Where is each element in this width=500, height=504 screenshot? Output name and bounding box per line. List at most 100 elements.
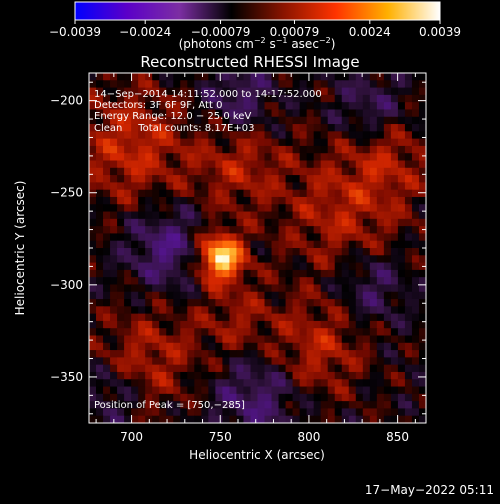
heatmap-cell <box>299 116 308 125</box>
heatmap-cell <box>341 364 350 373</box>
heatmap-cell <box>264 138 273 147</box>
heatmap-cell <box>236 401 245 410</box>
heatmap-cell <box>152 73 160 81</box>
heatmap-cell <box>222 138 231 147</box>
heatmap-cell <box>369 94 378 103</box>
heatmap-cell <box>194 248 202 256</box>
heatmap-cell <box>404 371 413 380</box>
heatmap-cell <box>166 350 174 358</box>
heatmap-cell <box>292 80 301 89</box>
heatmap-cell <box>159 124 167 132</box>
heatmap-cell <box>327 109 336 118</box>
heatmap-cell <box>145 211 153 220</box>
heatmap-cell <box>159 262 167 271</box>
heatmap-cell <box>201 269 209 278</box>
heatmap-cell <box>110 401 118 410</box>
heatmap-cell <box>418 160 426 169</box>
heatmap-cell <box>341 320 350 329</box>
heatmap-cell <box>236 189 245 198</box>
heatmap-cell <box>152 350 160 358</box>
heatmap-cell <box>138 248 146 256</box>
heatmap-cell <box>257 371 266 380</box>
heatmap-cell <box>243 342 252 351</box>
heatmap-cell <box>250 269 259 278</box>
heatmap-cell <box>369 291 378 300</box>
heatmap-cell <box>131 211 139 220</box>
heatmap-cell <box>96 145 104 154</box>
heatmap-cell <box>376 415 385 423</box>
heatmap-cell <box>180 138 188 147</box>
heatmap-cell <box>117 204 125 213</box>
heatmap-cell <box>383 196 392 205</box>
heatmap-cell <box>236 379 245 388</box>
heatmap-cell <box>257 218 266 227</box>
heatmap-cell <box>320 269 329 278</box>
heatmap-cell <box>404 401 413 410</box>
heatmap-cell <box>383 248 392 256</box>
heatmap-cell <box>348 226 357 235</box>
heatmap-cell <box>96 196 104 205</box>
heatmap-cell <box>404 102 413 111</box>
heatmap-cell <box>404 342 413 351</box>
heatmap-cell <box>243 357 252 366</box>
heatmap-cell <box>152 393 160 402</box>
heatmap-cell <box>173 87 181 96</box>
heatmap-cell <box>243 364 252 373</box>
heatmap-cell <box>159 80 167 89</box>
heatmap-cell <box>397 138 406 147</box>
heatmap-cell <box>264 320 273 329</box>
heatmap-cell <box>257 226 266 235</box>
heatmap-cell <box>418 328 426 337</box>
heatmap-cell <box>306 350 315 358</box>
heatmap-cell <box>96 277 104 286</box>
heatmap-cell <box>299 386 308 395</box>
heatmap-cell <box>110 240 118 249</box>
heatmap-cell <box>404 153 413 162</box>
heatmap-cell <box>180 262 188 271</box>
heatmap-cell <box>376 335 385 344</box>
heatmap-cell <box>271 328 280 337</box>
heatmap-cell <box>229 379 238 388</box>
heatmap-cell <box>124 211 132 220</box>
heatmap-cell <box>208 131 216 140</box>
heatmap-cell <box>390 364 399 373</box>
heatmap-cell <box>96 299 104 307</box>
heatmap-cell <box>138 175 146 183</box>
heatmap-cell <box>89 401 97 410</box>
heatmap-cell <box>362 226 371 235</box>
heatmap-cell <box>418 379 426 388</box>
heatmap-cell <box>131 277 139 286</box>
heatmap-cell <box>145 204 153 213</box>
heatmap-cell <box>341 153 350 162</box>
heatmap-cell <box>103 342 111 351</box>
heatmap-cell <box>110 182 118 191</box>
heatmap-cell <box>418 284 426 293</box>
heatmap-cell <box>131 313 139 322</box>
heatmap-cell <box>271 116 280 125</box>
heatmap-cell <box>180 291 188 300</box>
heatmap-cell <box>110 196 118 205</box>
heatmap-cell <box>327 320 336 329</box>
heatmap-cell <box>131 145 139 154</box>
heatmap-cell <box>390 80 399 89</box>
heatmap-cell <box>327 393 336 402</box>
chart-title: Reconstructed RHESSI Image <box>140 53 359 71</box>
heatmap-cell <box>306 291 315 300</box>
heatmap-cell <box>390 277 399 286</box>
heatmap-cell <box>285 401 294 410</box>
heatmap-cell <box>397 124 406 132</box>
heatmap-cell <box>404 386 413 395</box>
heatmap-cell <box>397 386 406 395</box>
heatmap-cell <box>110 80 118 89</box>
heatmap-cell <box>341 102 350 111</box>
heatmap-cell <box>117 196 125 205</box>
heatmap-cell <box>124 233 132 242</box>
heatmap-cell <box>355 364 364 373</box>
heatmap-cell <box>152 109 160 118</box>
heatmap-cell <box>418 204 426 213</box>
heatmap-cell <box>124 364 132 373</box>
heatmap-cell <box>257 153 266 162</box>
heatmap-cell <box>110 189 118 198</box>
heatmap-cell <box>194 204 202 213</box>
heatmap-cell <box>89 320 97 329</box>
